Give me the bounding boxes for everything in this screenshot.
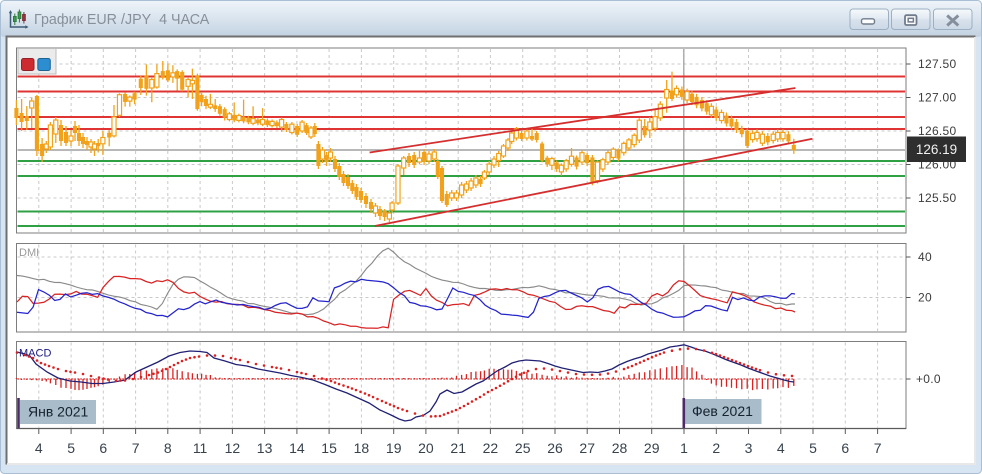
svg-text:7: 7 bbox=[132, 440, 140, 456]
svg-text:6: 6 bbox=[99, 440, 107, 456]
svg-text:MACD: MACD bbox=[19, 348, 51, 360]
svg-text:5: 5 bbox=[67, 440, 75, 456]
svg-text:DMI: DMI bbox=[19, 247, 39, 259]
svg-text:5: 5 bbox=[809, 440, 817, 456]
svg-text:15: 15 bbox=[321, 440, 337, 456]
svg-text:40: 40 bbox=[918, 250, 932, 264]
svg-text:4: 4 bbox=[777, 440, 785, 456]
svg-text:126.50: 126.50 bbox=[918, 124, 957, 138]
svg-text:7: 7 bbox=[874, 440, 882, 456]
svg-text:27: 27 bbox=[579, 440, 595, 456]
svg-text:Янв 2021: Янв 2021 bbox=[28, 404, 89, 420]
svg-text:2: 2 bbox=[712, 440, 720, 456]
svg-text:25: 25 bbox=[515, 440, 531, 456]
svg-text:21: 21 bbox=[450, 440, 466, 456]
svg-text:29: 29 bbox=[644, 440, 660, 456]
svg-text:20: 20 bbox=[418, 440, 434, 456]
svg-text:13: 13 bbox=[257, 440, 273, 456]
svg-text:3: 3 bbox=[745, 440, 753, 456]
svg-text:+0.0: +0.0 bbox=[916, 372, 941, 386]
svg-text:127.00: 127.00 bbox=[918, 91, 957, 105]
svg-text:14: 14 bbox=[289, 440, 305, 456]
svg-text:127.50: 127.50 bbox=[918, 57, 957, 71]
svg-text:19: 19 bbox=[386, 440, 402, 456]
svg-text:4: 4 bbox=[35, 440, 43, 456]
svg-text:26: 26 bbox=[547, 440, 563, 456]
svg-text:11: 11 bbox=[193, 440, 208, 456]
svg-text:Фев 2021: Фев 2021 bbox=[692, 403, 753, 419]
svg-text:18: 18 bbox=[354, 440, 370, 456]
svg-text:20: 20 bbox=[918, 291, 932, 305]
svg-text:1: 1 bbox=[680, 440, 688, 456]
svg-text:6: 6 bbox=[841, 440, 849, 456]
svg-text:8: 8 bbox=[164, 440, 172, 456]
svg-text:125.50: 125.50 bbox=[918, 191, 957, 205]
svg-text:22: 22 bbox=[483, 440, 499, 456]
svg-text:12: 12 bbox=[225, 440, 241, 456]
svg-text:График EUR /JPY 4 ЧАСА: График EUR /JPY 4 ЧАСА bbox=[34, 12, 210, 28]
svg-text:28: 28 bbox=[612, 440, 628, 456]
svg-text:126.19: 126.19 bbox=[916, 142, 957, 157]
